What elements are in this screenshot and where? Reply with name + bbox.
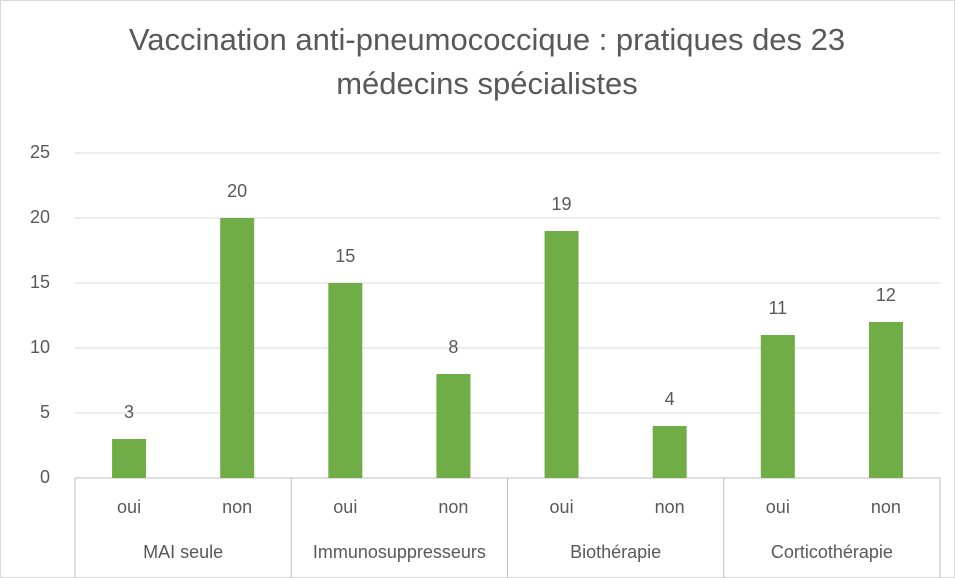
- group-label: Corticothérapie: [771, 542, 893, 562]
- y-tick-label: 20: [30, 207, 50, 227]
- data-label: 4: [665, 389, 675, 409]
- y-tick-label: 10: [30, 337, 50, 357]
- data-label: 8: [448, 337, 458, 357]
- chart-title: Vaccination anti-pneumococcique : pratiq…: [128, 22, 846, 101]
- bar: [868, 322, 903, 478]
- data-label: 20: [227, 181, 247, 201]
- data-label: 11: [768, 298, 787, 318]
- x-tick-label: non: [871, 497, 901, 517]
- bar: [760, 335, 795, 478]
- x-tick-label: oui: [117, 497, 141, 517]
- group-label: Biothérapie: [570, 542, 661, 562]
- x-tick-label: non: [222, 497, 252, 517]
- y-tick-label: 15: [30, 272, 50, 292]
- group-label: MAI seule: [143, 542, 223, 562]
- data-label: 3: [124, 402, 134, 422]
- x-tick-label: non: [438, 497, 468, 517]
- data-label: 15: [335, 246, 355, 266]
- data-label: 12: [876, 285, 896, 305]
- x-tick-label: non: [655, 497, 685, 517]
- bar: [436, 374, 471, 478]
- x-tick-label: oui: [550, 497, 574, 517]
- data-label: 19: [552, 194, 572, 214]
- y-tick-label: 25: [30, 142, 50, 162]
- bar: [220, 218, 255, 478]
- bar: [112, 439, 147, 478]
- y-tick-label: 0: [40, 467, 50, 487]
- x-tick-label: oui: [766, 497, 790, 517]
- bar: [328, 283, 363, 478]
- y-tick-label: 5: [40, 402, 50, 422]
- x-tick-label: oui: [333, 497, 357, 517]
- bar: [652, 426, 687, 478]
- bar: [544, 231, 579, 478]
- group-label: Immunosuppresseurs: [313, 542, 486, 562]
